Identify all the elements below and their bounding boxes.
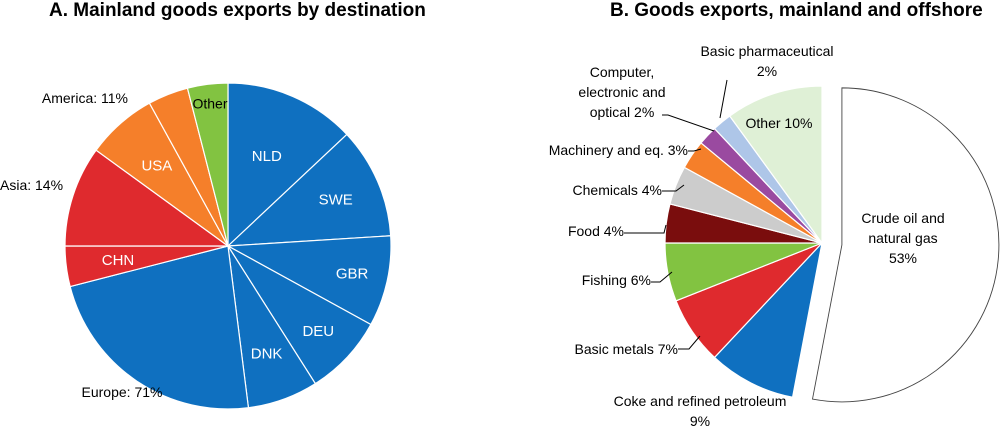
pie-a-label-swe: SWE <box>319 191 353 208</box>
pie-b-leader-fishing-6 <box>651 271 673 283</box>
chart-b-title: B. Goods exports, mainland and offshore <box>610 0 983 21</box>
pie-b: Crude oil and natural gas 53% Coke and refi… <box>549 43 1000 429</box>
pie-b-leader-computer-electronic-and-optical-2 <box>662 114 715 132</box>
pie-b-slice-other-10 <box>728 85 823 245</box>
pie-a-slice-other <box>186 82 229 247</box>
pie-b-leader-basic-metals-7 <box>678 335 701 350</box>
pie-a-group-label-america: America: 11% <box>42 90 128 106</box>
pie-b-label-crude-oil-and-natural-gas-53-line-2: natural gas <box>868 230 937 246</box>
pie-b-label-computer-electronic-and-optical-2-line-3: optical 2% <box>590 104 655 120</box>
pie-a-label-nld: NLD <box>252 148 282 165</box>
pie-b-label-coke-and-refined-petroleum-9-line-2: 9% <box>690 413 710 429</box>
pie-a-group-label-asia: Asia: 14% <box>0 177 63 193</box>
pie-b-label-computer-electronic-and-optical-2-line-1: Computer, <box>590 64 655 80</box>
pie-b-label-crude-oil-and-natural-gas-53-line-3: 53% <box>889 250 917 266</box>
pie-a-slice-group-7 <box>64 149 230 247</box>
pie-a-group-label-europe: Europe: 71% <box>82 384 163 400</box>
pie-a-label-dnk: DNK <box>251 345 283 362</box>
pie-b-slice-coke-and-refined-petroleum-9 <box>713 241 823 398</box>
pie-b-leader-basic-pharmaceutical-2 <box>719 79 728 119</box>
pie-a-slice-nld <box>227 82 348 248</box>
pie-a: NLD SWE GBR DEU DNK CHN USA Other Europe: 71% Asi… <box>0 82 392 410</box>
pie-a-label-usa: USA <box>141 157 172 174</box>
pie-b-label-machinery-and-eq-3: Machinery and eq. 3% <box>549 142 688 158</box>
pie-b-label-crude-oil-and-natural-gas-53-line-1: Crude oil and <box>861 210 944 226</box>
pie-a-label-gbr: GBR <box>336 266 369 283</box>
pie-b-label-basic-metals-7: Basic metals 7% <box>575 341 678 357</box>
pie-b-label-chemicals-4: Chemicals 4% <box>573 182 662 198</box>
pie-b-leader-machinery-and-eq-3 <box>688 148 702 152</box>
pie-a-slice-group-5 <box>69 245 250 410</box>
pie-a-label-other: Other <box>192 96 227 112</box>
pie-b-label-basic-pharmaceutical-2-line-1: Basic pharmaceutical <box>700 43 833 59</box>
pie-b-label-other-10: Other 10% <box>746 115 813 131</box>
pie-a-slice-swe <box>226 133 392 247</box>
chart-a-title: A. Mainland goods exports by destination <box>49 0 426 21</box>
pie-b-label-basic-pharmaceutical-2-line-2: 2% <box>757 63 777 79</box>
pie-a-label-chn: CHN <box>102 252 135 269</box>
pie-b-slice-crude-oil-and-natural-gas-53 <box>811 87 1000 403</box>
pie-b-label-coke-and-refined-petroleum-9-line-1: Coke and refined petroleum <box>614 393 787 409</box>
pie-b-leader-food-4 <box>624 224 667 234</box>
pie-a-label-deu: DEU <box>302 323 334 340</box>
pie-b-label-fishing-6: Fishing 6% <box>582 272 651 288</box>
pie-b-leader-chemicals-4 <box>662 184 685 192</box>
pie-b-label-computer-electronic-and-optical-2-line-2: electronic and <box>578 84 665 100</box>
pie-b-label-food-4: Food 4% <box>568 223 624 239</box>
pie-a-slice-gbr <box>225 235 392 326</box>
